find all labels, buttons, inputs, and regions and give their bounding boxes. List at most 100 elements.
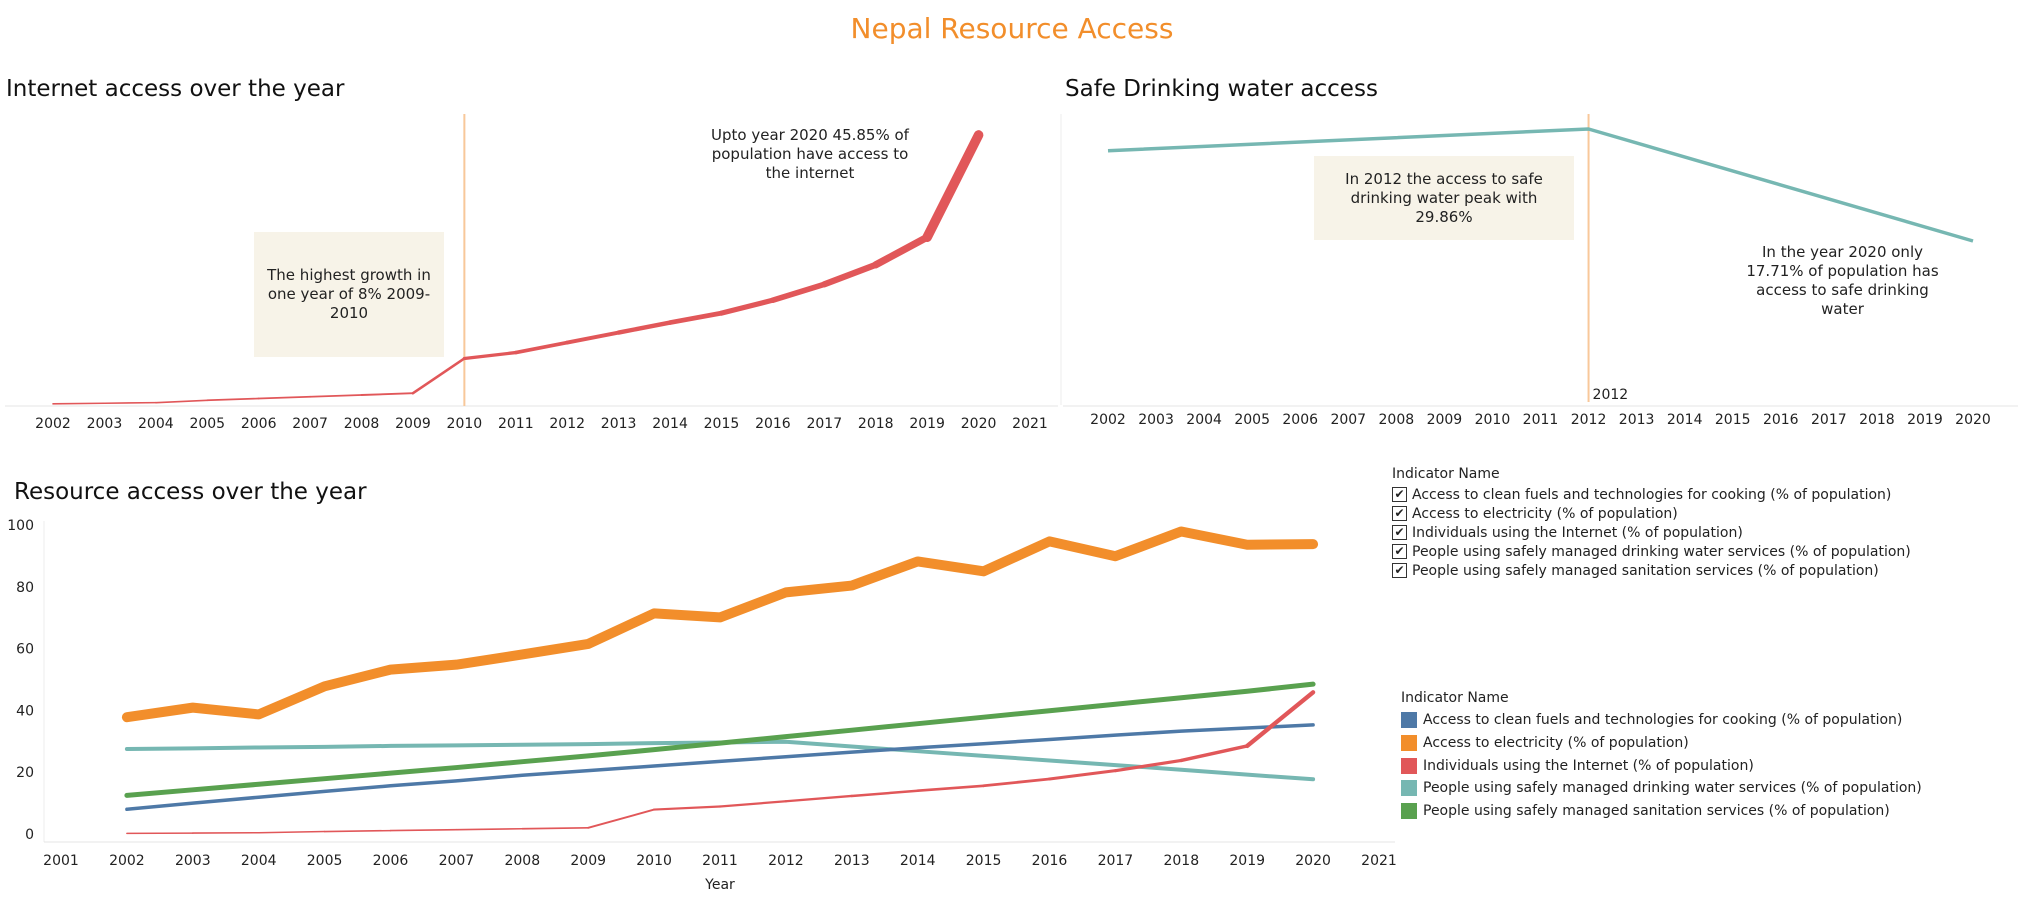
internet-line-segment [206, 397, 260, 402]
y-tick-label: 80 [16, 580, 34, 596]
filter-item[interactable]: ✔ People using safely managed sanitation… [1392, 561, 1911, 580]
x-tick-label: 2008 [1379, 412, 1415, 428]
color-legend-item[interactable]: Access to electricity (% of population) [1401, 732, 1922, 755]
x-tick-label: 2006 [373, 853, 409, 869]
internet-line-segment [565, 330, 621, 345]
x-tick-label: 2003 [175, 853, 211, 869]
color-legend-item[interactable]: People using safely managed drinking wat… [1401, 777, 1922, 800]
internet-chart-title: Internet access over the year [6, 76, 345, 102]
filter-legend-title: Indicator Name [1392, 466, 1500, 482]
y-tick-label: 40 [16, 703, 34, 719]
x-tick-label: 2002 [1090, 412, 1126, 428]
color-legend: Indicator Name Access to clean fuels and… [1401, 690, 1922, 822]
internet-line-segment [770, 281, 828, 304]
internet-series-segment [587, 808, 656, 829]
x-tick-label: 2015 [704, 416, 740, 432]
x-tick-label: 2002 [109, 853, 145, 869]
internet-series-segment [455, 827, 524, 831]
x-tick-label: 2007 [1330, 412, 1366, 428]
water-line [1107, 127, 1974, 243]
x-tick-label: 2004 [138, 416, 174, 432]
filter-item-label: People using safely managed sanitation s… [1412, 562, 1879, 579]
x-tick-label: 2012 [1571, 412, 1607, 428]
internet-growth-annotation-text: The highest growth in one year of 8% 200… [267, 266, 431, 322]
checkbox-checked-icon[interactable]: ✔ [1392, 525, 1407, 540]
color-legend-label: Individuals using the Internet (% of pop… [1423, 757, 1754, 774]
internet-line-segment [360, 392, 414, 396]
color-legend-item[interactable]: Access to clean fuels and technologies f… [1401, 709, 1922, 732]
x-tick-label: 2015 [966, 853, 1002, 869]
x-tick-label: 2020 [1955, 412, 1991, 428]
water-end-annotation: In the year 2020 only 17.71% of populati… [1735, 243, 1950, 319]
checkbox-checked-icon[interactable]: ✔ [1392, 563, 1407, 578]
x-tick-label: 2018 [1859, 412, 1895, 428]
internet-series-segment [1179, 744, 1249, 763]
y-tick-label: 100 [7, 518, 34, 534]
x-tick-label: 2006 [1282, 412, 1318, 428]
checkbox-checked-icon[interactable]: ✔ [1392, 544, 1407, 559]
filter-item[interactable]: ✔ Access to clean fuels and technologies… [1392, 485, 1911, 504]
internet-series-segment [521, 826, 590, 830]
color-legend-item[interactable]: People using safely managed sanitation s… [1401, 800, 1922, 823]
internet-line-segment [155, 399, 209, 404]
filter-item[interactable]: ✔ Access to electricity (% of population… [1392, 504, 1911, 523]
water-chart-title: Safe Drinking water access [1065, 76, 1378, 102]
x-tick-label: 2010 [447, 416, 483, 432]
x-tick-label: 2019 [1907, 412, 1943, 428]
filter-item[interactable]: ✔ Individuals using the Internet (% of p… [1392, 523, 1911, 542]
x-tick-label: 2003 [1138, 412, 1174, 428]
internet-series-segment [257, 830, 326, 834]
x-tick-label: 2009 [1427, 412, 1463, 428]
internet-growth-annotation: The highest growth in one year of 8% 200… [254, 232, 444, 357]
x-tick-label: 2016 [1763, 412, 1799, 428]
x-tick-label: 2016 [755, 416, 791, 432]
x-tick-label: 2005 [189, 416, 225, 432]
x-tick-label: 2014 [900, 853, 936, 869]
internet-line-segment [462, 350, 518, 361]
x-tick-label: 2011 [498, 416, 534, 432]
resource-chart-title: Resource access over the year [14, 479, 367, 505]
x-tick-label: 2007 [292, 416, 328, 432]
x-tick-label: 2019 [909, 416, 945, 432]
internet-line-segment [718, 297, 776, 316]
internet-series-segment [982, 777, 1051, 788]
x-tick-label: 2020 [961, 416, 997, 432]
x-tick-label: 2012 [549, 416, 585, 432]
internet-line-segment [52, 402, 106, 405]
x-tick-label: 2009 [395, 416, 431, 432]
x-tick-label: 2009 [570, 853, 606, 869]
internet-line-segment [309, 394, 363, 398]
x-tick-label: 2003 [87, 416, 123, 432]
internet-line-segment [103, 401, 157, 405]
x-tick-label: 2018 [858, 416, 894, 432]
x-axis-title: Year [704, 877, 735, 893]
reference-line-label: 2012 [1593, 387, 1629, 403]
internet-series-segment [323, 829, 392, 833]
x-tick-label: 2011 [702, 853, 738, 869]
sanitation-series-line [124, 681, 1316, 798]
filter-item[interactable]: ✔ People using safely managed drinking w… [1392, 542, 1911, 561]
x-tick-label: 2008 [344, 416, 380, 432]
x-tick-label: 2004 [1186, 412, 1222, 428]
internet-line-segment [513, 340, 570, 355]
y-tick-label: 20 [16, 765, 34, 781]
water-peak-annotation: In 2012 the access to safe drinking wate… [1314, 156, 1574, 240]
internet-end-annotation-text: Upto year 2020 45.85% of population have… [711, 126, 909, 182]
internet-line-segment [667, 310, 724, 325]
x-tick-label: 2013 [601, 416, 637, 432]
x-tick-label: 2014 [1667, 412, 1703, 428]
x-tick-label: 2021 [1361, 853, 1397, 869]
internet-line-segment [922, 130, 984, 242]
internet-series-segment [784, 794, 853, 803]
y-tick-label: 60 [16, 642, 34, 658]
checkbox-checked-icon[interactable]: ✔ [1392, 506, 1407, 521]
x-tick-label: 2017 [1098, 853, 1134, 869]
color-legend-item[interactable]: Individuals using the Internet (% of pop… [1401, 754, 1922, 777]
internet-series-segment [850, 789, 919, 798]
y-tick-label: 0 [25, 827, 34, 843]
checkbox-checked-icon[interactable]: ✔ [1392, 487, 1407, 502]
x-tick-label: 2015 [1715, 412, 1751, 428]
